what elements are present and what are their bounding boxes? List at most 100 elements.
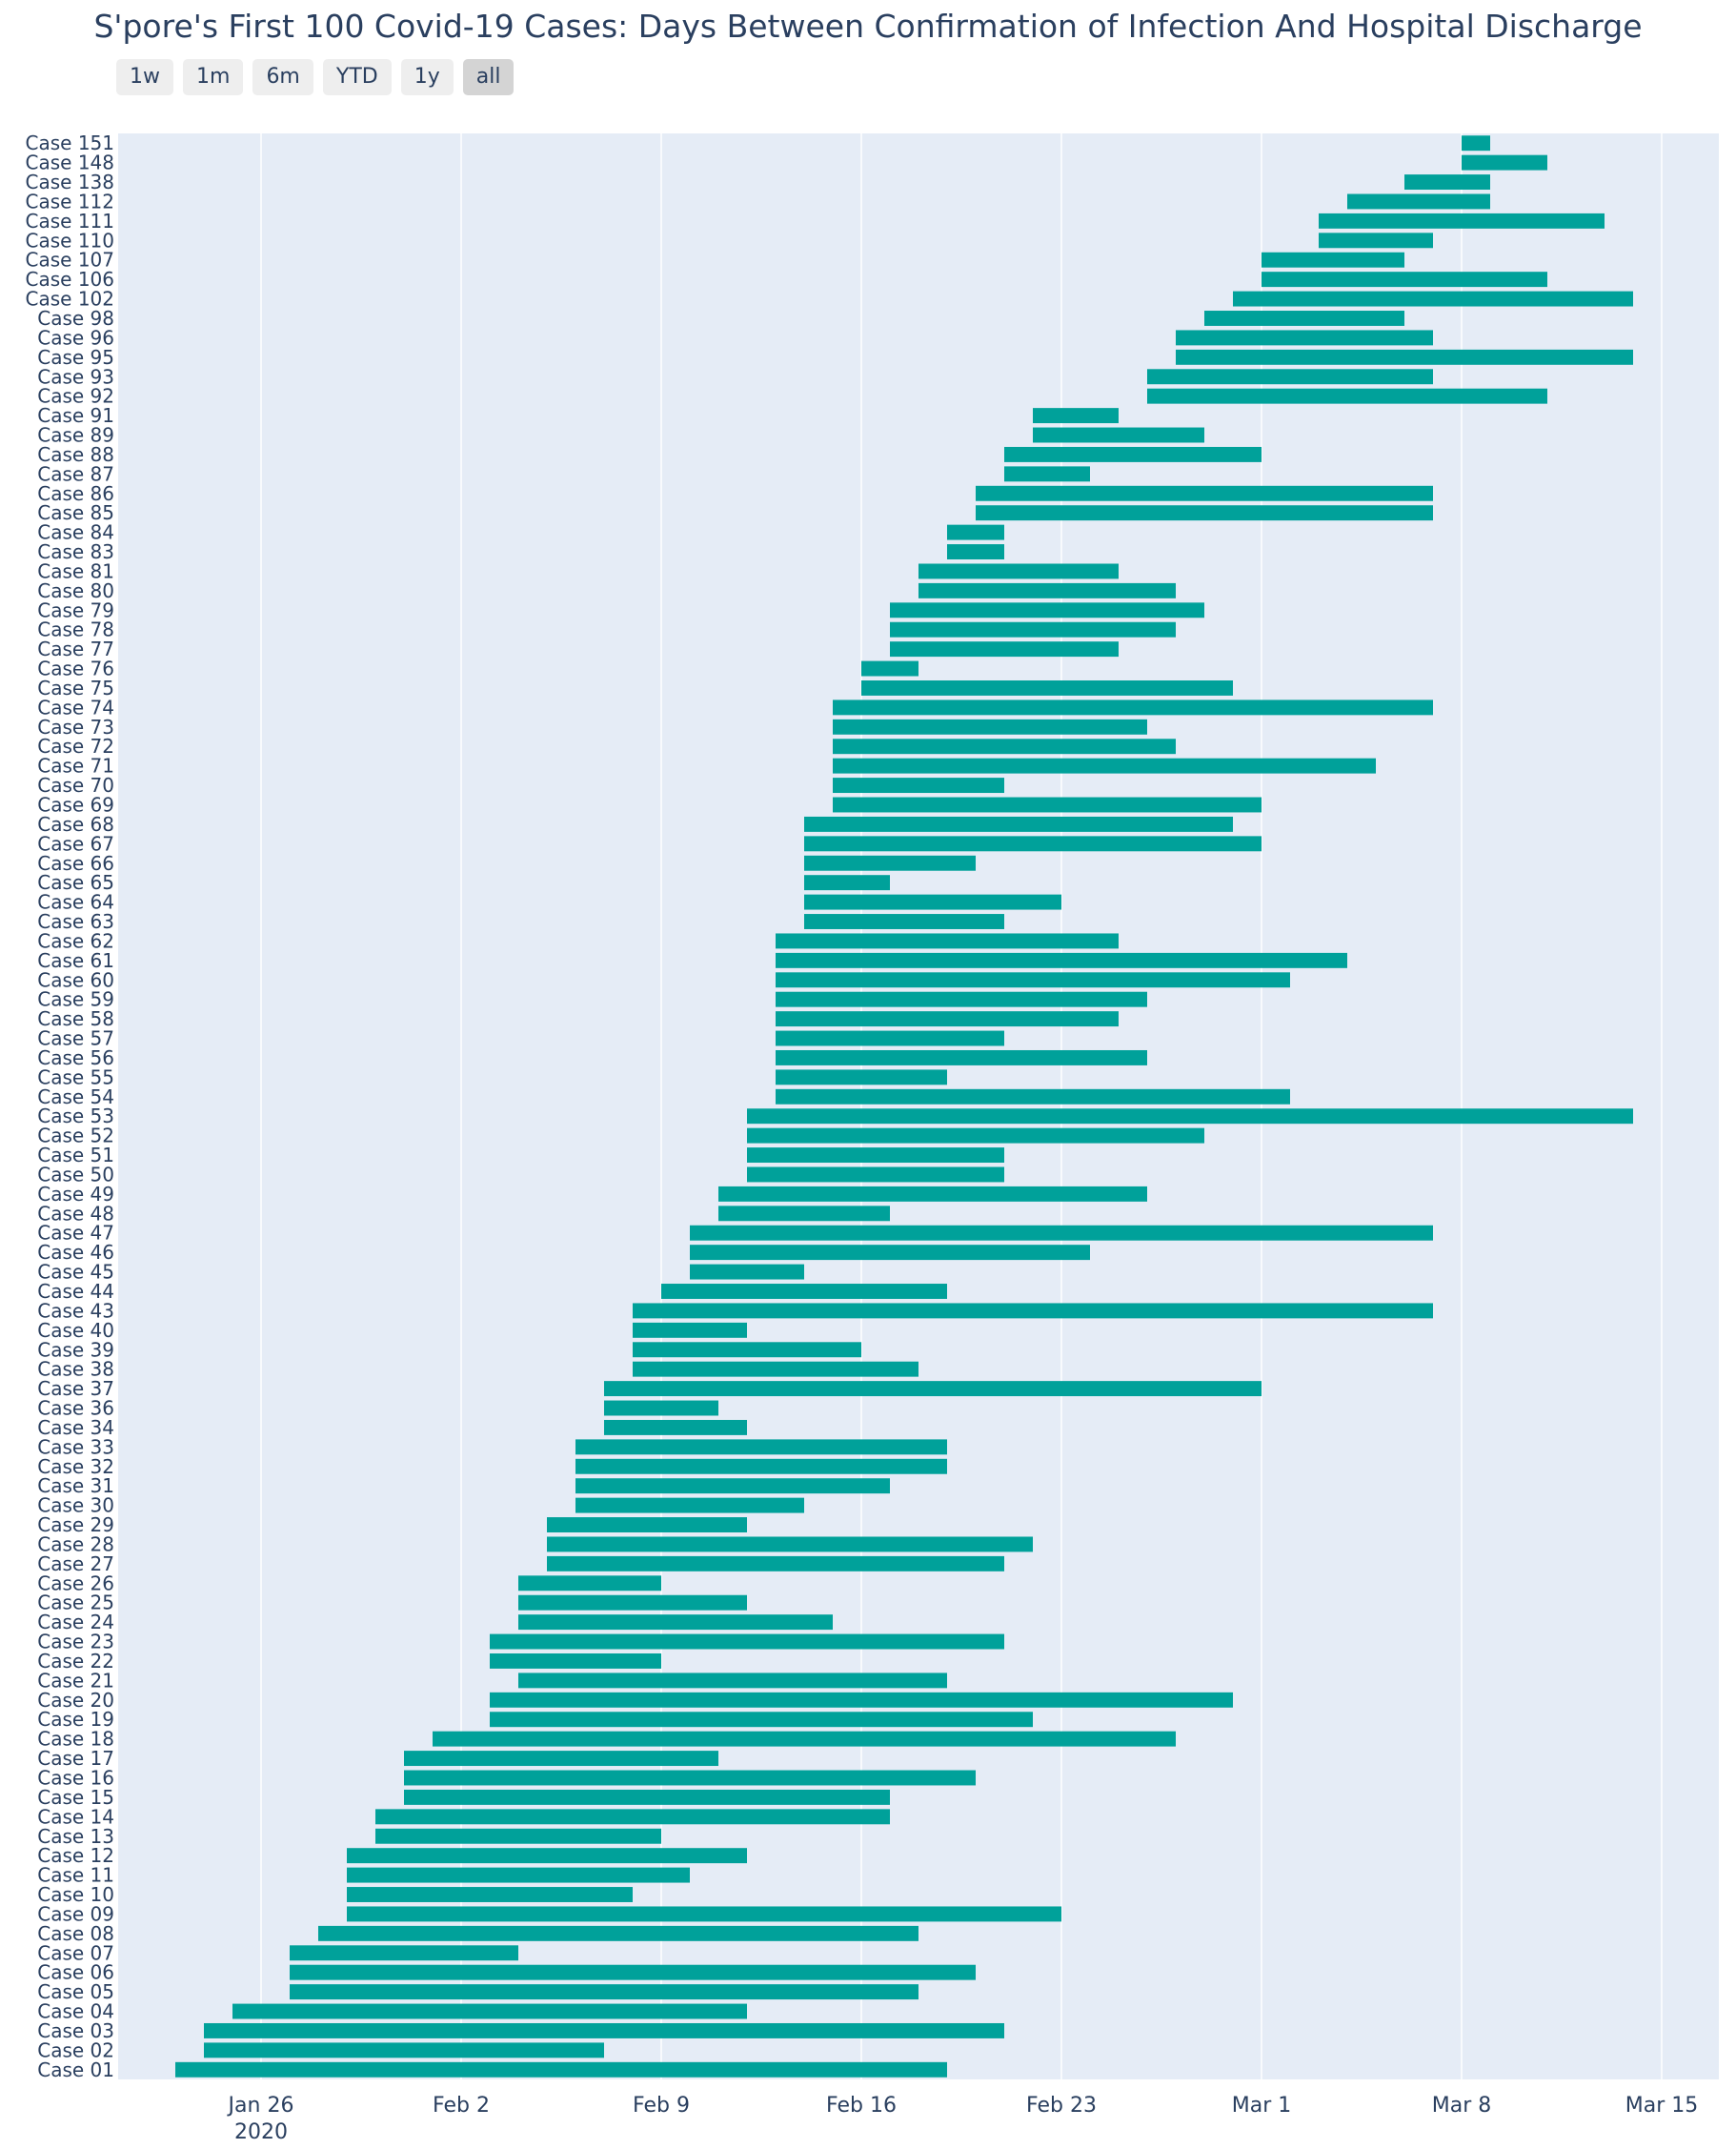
bar-case-05[interactable] — [290, 1984, 918, 2000]
bar-case-86[interactable] — [976, 485, 1433, 501]
range-button-6m[interactable]: 6m — [252, 59, 313, 95]
range-button-ytd[interactable]: YTD — [322, 59, 392, 95]
bar-case-31[interactable] — [575, 1478, 890, 1494]
bar-case-25[interactable] — [518, 1594, 747, 1611]
range-button-all[interactable]: all — [462, 59, 515, 95]
bar-case-138[interactable] — [1404, 174, 1490, 191]
bar-case-36[interactable] — [604, 1400, 718, 1416]
bar-case-45[interactable] — [690, 1264, 804, 1280]
bar-case-55[interactable] — [776, 1069, 947, 1085]
bar-case-112[interactable] — [1347, 193, 1490, 210]
bar-case-38[interactable] — [633, 1361, 918, 1377]
bar-case-33[interactable] — [575, 1439, 947, 1455]
bar-case-32[interactable] — [575, 1458, 947, 1474]
bar-case-21[interactable] — [518, 1673, 947, 1689]
bar-case-71[interactable] — [833, 758, 1376, 774]
bar-case-49[interactable] — [718, 1186, 1147, 1202]
bar-case-77[interactable] — [890, 641, 1119, 658]
bar-case-65[interactable] — [804, 875, 890, 891]
bar-case-110[interactable] — [1319, 233, 1433, 249]
bar-case-02[interactable] — [204, 2042, 604, 2058]
bar-case-30[interactable] — [575, 1497, 804, 1513]
bar-case-10[interactable] — [347, 1887, 633, 1902]
bar-case-51[interactable] — [747, 1147, 1004, 1164]
bar-case-53[interactable] — [747, 1108, 1633, 1125]
bar-case-70[interactable] — [833, 778, 1004, 794]
bar-case-20[interactable] — [490, 1692, 1233, 1708]
bar-case-75[interactable] — [861, 680, 1233, 696]
bar-case-66[interactable] — [804, 855, 976, 871]
bar-case-07[interactable] — [290, 1945, 518, 1961]
bar-case-96[interactable] — [1176, 330, 1433, 346]
bar-case-78[interactable] — [890, 621, 1176, 638]
bar-case-111[interactable] — [1319, 213, 1605, 229]
bar-case-01[interactable] — [175, 2061, 947, 2078]
bar-case-03[interactable] — [204, 2022, 1004, 2038]
bar-case-22[interactable] — [490, 1653, 661, 1669]
bar-case-102[interactable] — [1233, 291, 1633, 307]
range-button-1w[interactable]: 1w — [116, 59, 173, 95]
bar-case-06[interactable] — [290, 1964, 976, 1980]
bar-case-63[interactable] — [804, 914, 1004, 929]
bar-case-50[interactable] — [747, 1166, 1004, 1183]
bar-case-39[interactable] — [633, 1342, 861, 1358]
bar-case-52[interactable] — [747, 1127, 1204, 1144]
bar-case-80[interactable] — [918, 582, 1176, 598]
bar-case-72[interactable] — [833, 739, 1176, 755]
bar-case-44[interactable] — [661, 1284, 947, 1299]
bar-case-14[interactable] — [375, 1809, 890, 1825]
bar-case-98[interactable] — [1204, 311, 1404, 326]
bar-case-61[interactable] — [776, 952, 1347, 968]
bar-case-107[interactable] — [1262, 252, 1404, 268]
bar-case-58[interactable] — [776, 1011, 1119, 1027]
bar-case-08[interactable] — [318, 1925, 918, 1941]
bar-case-47[interactable] — [690, 1225, 1433, 1241]
bar-case-43[interactable] — [633, 1303, 1433, 1319]
bar-case-106[interactable] — [1262, 272, 1547, 288]
bar-case-151[interactable] — [1462, 135, 1490, 152]
bar-case-76[interactable] — [861, 660, 918, 677]
bar-case-60[interactable] — [776, 972, 1290, 988]
bar-case-18[interactable] — [433, 1731, 1176, 1747]
range-button-1m[interactable]: 1m — [183, 59, 244, 95]
bar-case-40[interactable] — [633, 1322, 747, 1338]
bar-case-73[interactable] — [833, 719, 1147, 735]
bar-case-79[interactable] — [890, 602, 1204, 618]
bar-case-81[interactable] — [918, 563, 1119, 579]
bar-case-148[interactable] — [1462, 154, 1547, 171]
bar-case-15[interactable] — [404, 1789, 890, 1805]
bar-case-11[interactable] — [347, 1867, 690, 1883]
bar-case-92[interactable] — [1147, 388, 1547, 404]
bar-case-84[interactable] — [947, 524, 1004, 540]
bar-case-26[interactable] — [518, 1575, 661, 1591]
bar-case-64[interactable] — [804, 894, 1061, 910]
bar-case-46[interactable] — [690, 1245, 1090, 1261]
bar-case-68[interactable] — [804, 816, 1233, 832]
bar-case-27[interactable] — [547, 1555, 1004, 1571]
range-button-1y[interactable]: 1y — [400, 59, 454, 95]
bar-case-09[interactable] — [347, 1906, 1061, 1922]
bar-case-54[interactable] — [776, 1088, 1290, 1105]
bar-case-23[interactable] — [490, 1633, 1004, 1650]
bar-case-67[interactable] — [804, 836, 1262, 852]
bar-case-59[interactable] — [776, 991, 1147, 1007]
bar-case-19[interactable] — [490, 1712, 1033, 1728]
bar-case-37[interactable] — [604, 1381, 1262, 1397]
bar-case-57[interactable] — [776, 1030, 1004, 1046]
bar-case-28[interactable] — [547, 1536, 1033, 1552]
bar-case-95[interactable] — [1176, 349, 1633, 365]
bar-case-29[interactable] — [547, 1517, 747, 1532]
bar-case-74[interactable] — [833, 699, 1433, 716]
bar-case-89[interactable] — [1033, 427, 1204, 443]
bar-case-16[interactable] — [404, 1770, 976, 1786]
bar-case-48[interactable] — [718, 1206, 890, 1222]
bar-case-87[interactable] — [1004, 466, 1090, 482]
bar-case-24[interactable] — [518, 1614, 833, 1631]
bar-case-69[interactable] — [833, 797, 1262, 813]
bar-case-62[interactable] — [776, 933, 1119, 949]
bar-case-04[interactable] — [232, 2003, 747, 2019]
bar-case-13[interactable] — [375, 1828, 661, 1844]
bar-case-17[interactable] — [404, 1751, 718, 1767]
bar-case-83[interactable] — [947, 544, 1004, 559]
bar-case-56[interactable] — [776, 1049, 1147, 1065]
